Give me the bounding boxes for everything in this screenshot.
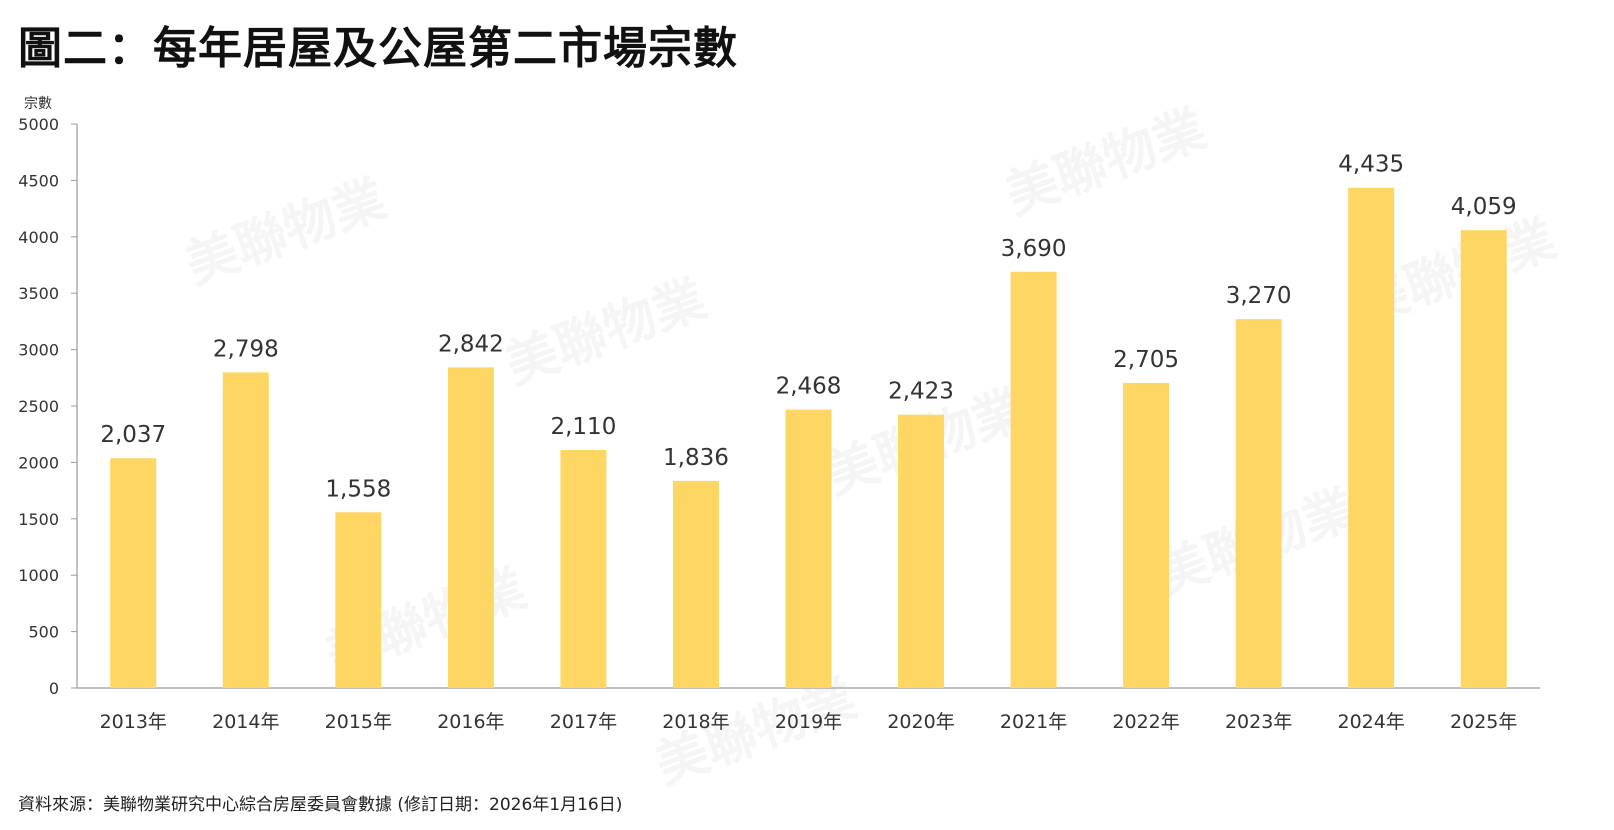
bar-chart: 宗數 0 500 1000 1500 2000 2500 3000 3500 4000 4500 50…	[18, 96, 1540, 733]
x-tick-label: 2014年	[212, 711, 279, 733]
y-tick-label: 0	[49, 679, 59, 698]
data-label: 1,836	[663, 445, 729, 471]
x-tick-label: 2022年	[1112, 711, 1179, 733]
x-tick-label: 2023年	[1225, 711, 1292, 733]
data-label: 2,423	[888, 379, 954, 405]
bar-2014年	[222, 372, 269, 688]
data-label: 2,798	[213, 336, 279, 362]
bar-2013年	[110, 458, 157, 688]
x-tick-label: 2019年	[775, 711, 842, 733]
data-label: 2,110	[550, 414, 616, 440]
x-tick-label: 2021年	[1000, 711, 1067, 733]
data-label: 2,037	[100, 422, 166, 448]
bar-2019年	[785, 409, 832, 688]
bar-2022年	[1123, 382, 1170, 688]
data-label: 3,690	[1001, 236, 1067, 262]
y-axis-title: 宗數	[24, 96, 52, 112]
data-label: 1,558	[325, 476, 391, 502]
source-note: 資料來源：美聯物業研究中心綜合房屋委員會數據 (修訂日期：2026年1月16日)	[18, 795, 623, 815]
y-tick-label: 2500	[18, 397, 59, 416]
x-tick-label: 2017年	[550, 711, 617, 733]
bar-2024年	[1348, 187, 1395, 688]
x-tick-label: 2024年	[1338, 711, 1405, 733]
bar-2023年	[1235, 319, 1282, 688]
y-tick-label: 3000	[18, 341, 59, 360]
bar-2015年	[335, 512, 382, 688]
y-tick-label: 1500	[18, 510, 59, 529]
y-tick-label: 4500	[18, 171, 59, 190]
y-tick-label: 500	[28, 623, 59, 642]
y-tick-label: 2000	[18, 453, 59, 472]
bar-2018年	[672, 480, 719, 688]
x-tick-label: 2015年	[325, 711, 392, 733]
data-label: 2,705	[1113, 347, 1179, 373]
y-tick-label: 5000	[18, 115, 59, 134]
bar-2020年	[898, 414, 945, 688]
x-tick-label: 2013年	[100, 711, 167, 733]
data-label: 3,270	[1226, 283, 1292, 309]
y-tick-label: 1000	[18, 566, 59, 585]
x-tick-label: 2016年	[437, 711, 504, 733]
x-tick-label: 2018年	[662, 711, 729, 733]
bar-2016年	[447, 367, 494, 688]
bar-2021年	[1010, 271, 1057, 688]
y-tick-label: 3500	[18, 284, 59, 303]
data-label: 4,059	[1451, 194, 1517, 220]
data-label: 2,468	[776, 374, 842, 400]
y-tick-label: 4000	[18, 228, 59, 247]
bar-2017年	[560, 449, 607, 688]
data-label: 2,842	[438, 331, 504, 357]
page-title: 圖二：每年居屋及公屋第二市場宗數	[18, 23, 738, 74]
x-tick-label: 2025年	[1450, 711, 1517, 733]
x-tick-label: 2020年	[887, 711, 954, 733]
bar-2025年	[1460, 230, 1507, 688]
data-label: 4,435	[1338, 152, 1404, 178]
